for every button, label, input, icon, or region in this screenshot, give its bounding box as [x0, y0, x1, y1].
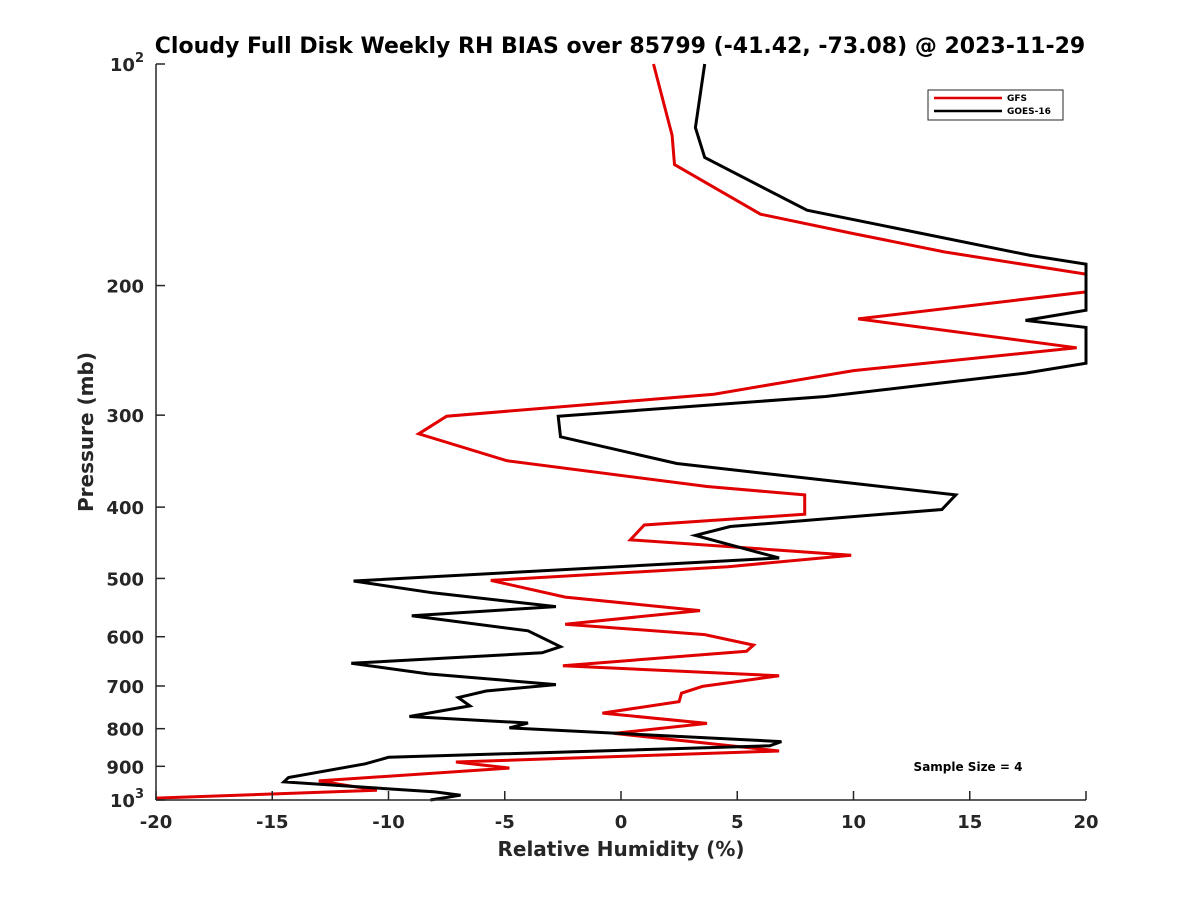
legend-box	[927, 89, 1064, 121]
y-tick-label: 800	[106, 720, 144, 741]
x-tick-label: -20	[140, 812, 173, 833]
series-line-goes16	[280, 63, 1088, 802]
legend: GFS GOES-16	[927, 89, 1064, 121]
y-tick-label: 103	[110, 787, 144, 812]
x-tick-label: -15	[256, 812, 289, 833]
y-ticks: 102 200 300 400 500 600 700 800 900 103	[106, 51, 165, 812]
y-tick-label: 400	[106, 498, 144, 519]
x-tick-label: 10	[841, 812, 866, 833]
y-axis-label: Pressure (mb)	[74, 352, 98, 512]
legend-label-goes16: GOES-16	[1007, 107, 1051, 117]
sample-size-note: Sample Size = 4	[914, 760, 1023, 774]
x-tick-label: -10	[372, 812, 405, 833]
x-axis-label: Relative Humidity (%)	[497, 837, 744, 861]
legend-label-gfs: GFS	[1007, 94, 1027, 104]
y-tick-label: 700	[106, 677, 144, 698]
y-tick-label: 500	[106, 569, 144, 590]
series-layer	[155, 63, 1088, 802]
y-tick-label: 600	[106, 628, 144, 649]
x-tick-label: -5	[495, 812, 515, 833]
series-line-gfs	[155, 63, 1088, 800]
x-tick-label: 15	[957, 812, 982, 833]
y-tick-label: 900	[106, 757, 144, 778]
chart-title: Cloudy Full Disk Weekly RH BIAS over 857…	[155, 34, 1085, 59]
y-tick-label: 300	[106, 406, 144, 427]
x-tick-label: 5	[731, 812, 744, 833]
y-tick-label: 200	[106, 277, 144, 298]
x-tick-label: 20	[1073, 812, 1098, 833]
x-tick-label: 0	[615, 812, 628, 833]
x-ticks: -20 -15 -10 -5 0 5 10 15 20	[140, 791, 1099, 833]
y-tick-label: 102	[110, 51, 144, 76]
